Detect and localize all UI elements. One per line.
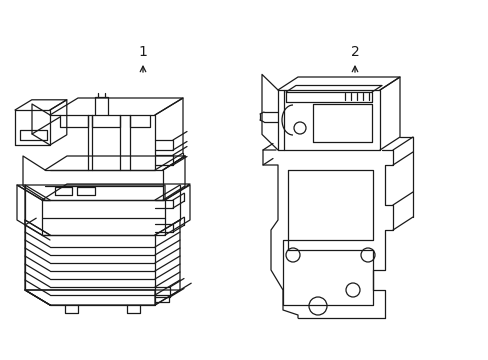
Text: 2: 2 xyxy=(350,45,359,59)
Text: 1: 1 xyxy=(138,45,147,59)
